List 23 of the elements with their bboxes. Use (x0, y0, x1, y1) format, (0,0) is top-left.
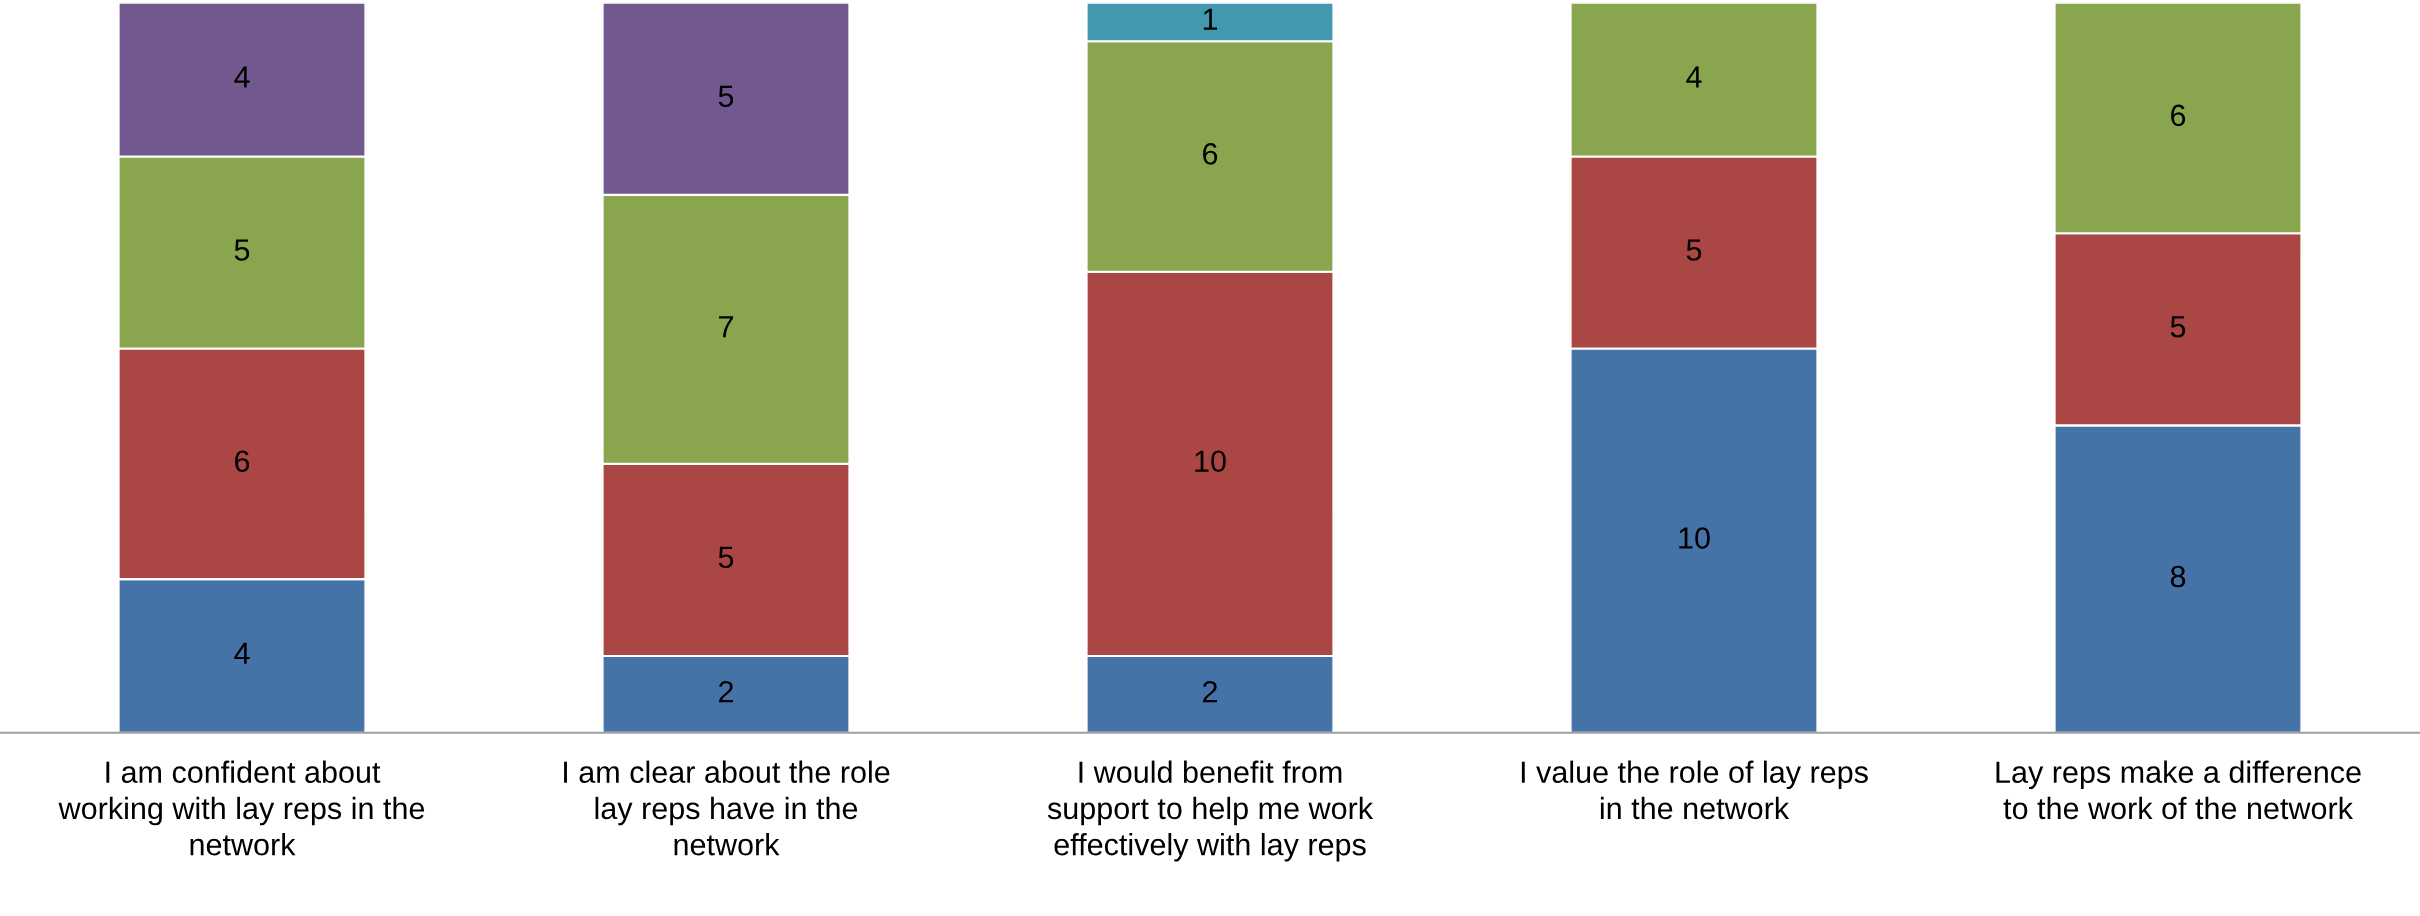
x-tick-label: I value the role of lay reps in the network (1521, 760, 1868, 820)
data-label: 5 (2170, 316, 2186, 338)
x-tick-label: I would benefit from support to help me work effectively with lay reps (1047, 760, 1374, 862)
data-label: 5 (718, 546, 734, 569)
x-tick-label: Lay reps make a difference to the work of the network (1996, 760, 2361, 820)
x-tick-label: I am clear about the role lay reps have in the network (564, 760, 890, 856)
data-label: 6 (2171, 104, 2186, 127)
data-label: 2 (719, 680, 733, 703)
data-label: 2 (1203, 680, 1217, 703)
data-label: 6 (235, 450, 250, 473)
data-label: 5 (234, 239, 250, 261)
data-label: 4 (1686, 66, 1702, 88)
data-label: 4 (234, 66, 250, 88)
data-label: 10 (1195, 450, 1226, 473)
x-tick-label: I am confident about working with lay reps in the network (58, 760, 425, 856)
data-label: 4 (234, 642, 250, 664)
data-label: 10 (1679, 527, 1710, 549)
data-label: 5 (718, 85, 734, 108)
data-label: 5 (1686, 239, 1702, 261)
data-label: 8 (2170, 565, 2186, 588)
data-label: 1 (1203, 8, 1218, 30)
data-label: 7 (719, 316, 733, 338)
data-label: 6 (1203, 143, 1218, 165)
